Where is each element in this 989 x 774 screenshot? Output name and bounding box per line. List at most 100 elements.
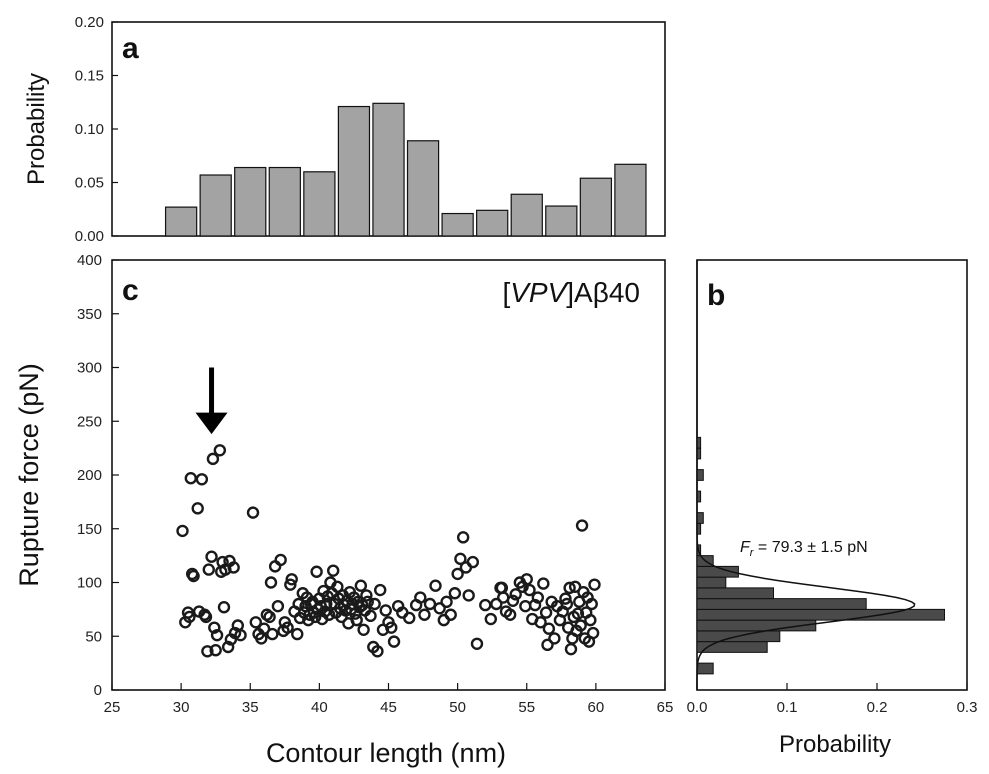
panel-a-bar bbox=[303, 171, 336, 237]
scatter-point bbox=[320, 597, 333, 611]
panel-b-x-tick-label: 0.3 bbox=[957, 699, 978, 716]
panel-a-bar bbox=[199, 174, 232, 237]
fit-annotation: Fr = 79.3 ± 1.5 pN bbox=[740, 539, 868, 559]
panel-a-bar bbox=[510, 193, 543, 237]
scatter-point bbox=[542, 622, 556, 635]
scatter-point bbox=[519, 599, 532, 613]
panel-c: 0 50 100 150 200 250 300 350 400 25 30 35 40 45 50 55 6… bbox=[14, 252, 673, 768]
panel-b: 0.0 0.1 0.2 0.3 b Fr = 79.3 ± 1.5 pN Probab… bbox=[687, 259, 978, 758]
scatter-point bbox=[509, 588, 522, 601]
scatter-point bbox=[495, 581, 509, 595]
panel-b-bar bbox=[696, 608, 945, 621]
scatter-point bbox=[564, 642, 578, 656]
scatter-point bbox=[537, 577, 550, 590]
panel-b-x-label: Probability bbox=[779, 731, 891, 758]
scatter-point bbox=[479, 598, 492, 612]
panel-c-y-tick-label: 250 bbox=[77, 413, 102, 430]
panel-a-bar bbox=[337, 105, 371, 237]
panel-a: 0.00 0.05 0.10 0.15 0.20 Probability a bbox=[23, 14, 666, 245]
scatter-point bbox=[354, 579, 368, 592]
scatter-point bbox=[560, 597, 574, 611]
scatter-point bbox=[548, 632, 561, 645]
panel-a-y-tick-label: 0.05 bbox=[75, 175, 104, 192]
scatter-point bbox=[588, 578, 601, 591]
scatter-point bbox=[523, 583, 536, 597]
panel-c-x-tick-label: 30 bbox=[173, 699, 190, 716]
panel-c-y-ticks: 0 50 100 150 200 250 300 350 400 bbox=[77, 252, 119, 699]
scatter-point bbox=[357, 623, 370, 636]
panel-b-bar bbox=[696, 512, 704, 524]
scatter-point bbox=[368, 597, 381, 611]
panel-c-y-tick-label: 0 bbox=[94, 682, 102, 699]
panel-b-bar bbox=[696, 565, 739, 578]
scatter-point bbox=[310, 565, 323, 578]
scatter-point bbox=[374, 583, 387, 597]
panel-a-bar bbox=[476, 209, 509, 237]
panel-a-bar bbox=[579, 177, 613, 237]
panel-c-x-tick-label: 40 bbox=[311, 699, 328, 716]
panel-a-y-label: Probability bbox=[23, 73, 50, 185]
panel-a-bar bbox=[164, 206, 198, 237]
panel-c-x-tick-label: 55 bbox=[518, 699, 535, 716]
scatter-point bbox=[584, 613, 597, 627]
scatter-point bbox=[263, 610, 276, 624]
scatter-point bbox=[568, 580, 582, 593]
scatter-point bbox=[350, 613, 363, 627]
panel-c-y-label: Rupture force (pN) bbox=[14, 363, 44, 587]
scatter-point bbox=[292, 597, 305, 611]
arrow-annotation bbox=[195, 367, 228, 435]
scatter-point bbox=[456, 531, 470, 544]
panel-c-y-tick-label: 100 bbox=[77, 575, 102, 592]
scatter-point bbox=[195, 473, 209, 486]
gaussian-fit-curve bbox=[696, 260, 916, 690]
scatter-point bbox=[199, 610, 213, 624]
scatter-point bbox=[309, 610, 322, 624]
panel-a-bar bbox=[234, 166, 267, 237]
scatter-point bbox=[249, 616, 262, 629]
panel-a-bar bbox=[268, 166, 301, 237]
scatter-point bbox=[183, 610, 196, 624]
scatter-point bbox=[387, 635, 401, 648]
scatter-point bbox=[462, 589, 475, 602]
scatter-point bbox=[574, 619, 587, 632]
panel-a-bar bbox=[614, 163, 647, 237]
panel-a-bar bbox=[372, 102, 405, 237]
panel-c-x-tick-label: 45 bbox=[380, 699, 397, 716]
scatter-point bbox=[291, 627, 304, 641]
panel-c-x-label: Contour length (nm) bbox=[266, 738, 506, 768]
scatter-point bbox=[585, 597, 598, 611]
scatter-point bbox=[184, 472, 198, 485]
scatter-point bbox=[268, 560, 282, 573]
scatter-point bbox=[361, 595, 374, 609]
panel-c-x-ticks: 25 30 35 40 45 50 55 60 65 bbox=[104, 683, 673, 716]
panel-c-y-tick-label: 400 bbox=[77, 252, 102, 269]
scatter-point bbox=[201, 645, 214, 658]
panel-b-bar bbox=[696, 587, 774, 600]
scatter-point bbox=[322, 608, 336, 621]
panel-c-letter: c bbox=[122, 274, 139, 307]
scatter-point bbox=[531, 591, 545, 604]
panel-c-x-tick-label: 50 bbox=[449, 699, 466, 716]
panel-c-y-tick-label: 350 bbox=[77, 306, 102, 323]
scatter-point bbox=[217, 601, 231, 614]
scatter-point bbox=[327, 564, 340, 577]
panel-b-x-tick-label: 0.0 bbox=[687, 699, 708, 716]
scatter-point bbox=[470, 637, 484, 650]
scatter-point bbox=[257, 622, 271, 635]
scatter-point bbox=[423, 597, 437, 611]
scatter-point bbox=[433, 602, 446, 615]
scatter-point bbox=[271, 599, 285, 613]
scatter-point bbox=[586, 626, 600, 640]
panel-a-bar bbox=[545, 205, 578, 237]
scatter-point bbox=[451, 567, 464, 581]
scatter-point bbox=[364, 609, 377, 623]
scatter-point bbox=[331, 580, 344, 593]
scatter-point bbox=[520, 573, 533, 586]
scatter-point bbox=[202, 563, 215, 576]
panel-c-y-tick-label: 300 bbox=[77, 360, 102, 377]
panel-b-bar bbox=[696, 469, 704, 481]
scatter-point bbox=[284, 578, 297, 591]
panel-a-y-tick-label: 0.00 bbox=[75, 228, 104, 245]
scatter-point bbox=[260, 608, 274, 621]
panel-b-x-tick-label: 0.2 bbox=[867, 699, 888, 716]
